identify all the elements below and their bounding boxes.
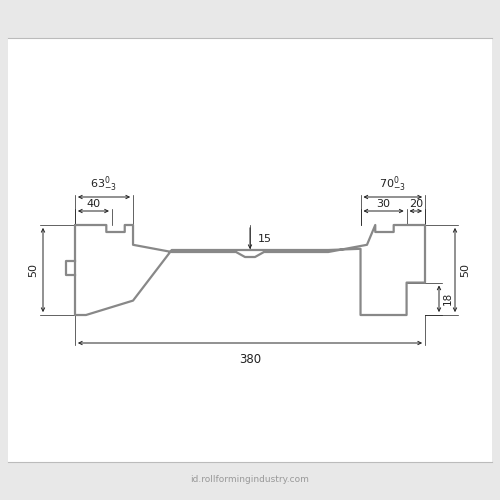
Text: 30: 30 [376,199,390,209]
Text: id.rollformingindustry.com: id.rollformingindustry.com [190,476,310,484]
Text: 15: 15 [258,234,272,243]
Text: 50: 50 [28,263,38,277]
Text: $70^0_{-3}$: $70^0_{-3}$ [379,174,406,194]
Text: 40: 40 [86,199,101,209]
Text: 50: 50 [460,263,470,277]
Bar [8,38,492,462]
Text: 380: 380 [239,353,261,366]
Text: 18: 18 [443,292,453,306]
Text: 20: 20 [408,199,423,209]
Text: $63^0_{-3}$: $63^0_{-3}$ [90,174,118,194]
